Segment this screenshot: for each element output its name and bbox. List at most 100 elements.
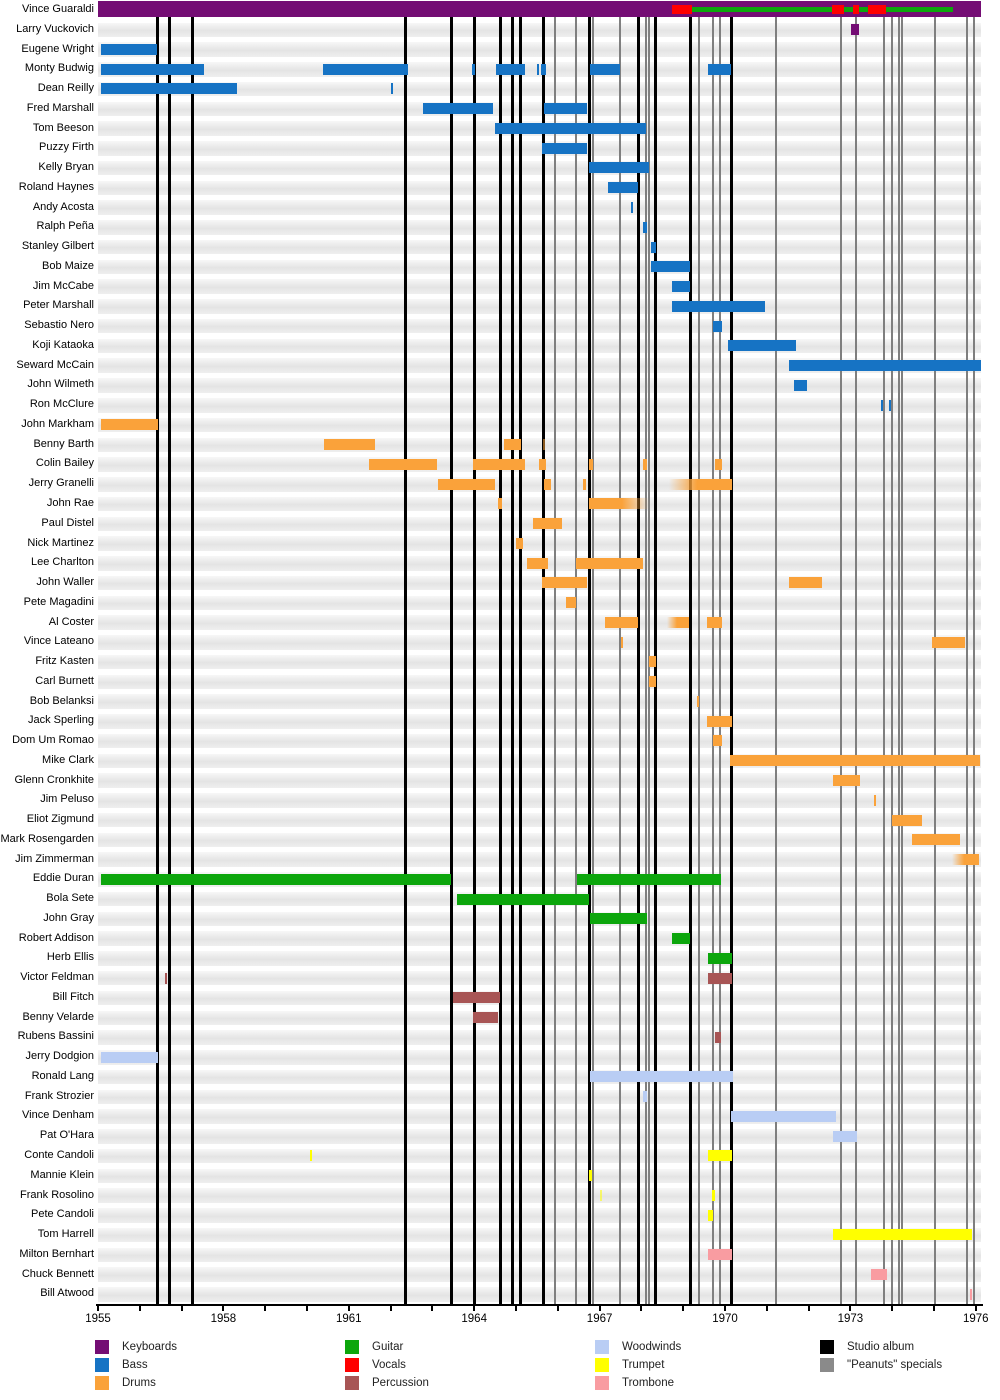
row-label: Monty Budwig	[24, 62, 94, 75]
timeline-bar	[544, 478, 552, 490]
row-label: Frank Strozier	[24, 1089, 94, 1102]
studio-album-line	[167, 17, 171, 1304]
axis-tick	[180, 1306, 183, 1311]
timeline-bar	[833, 774, 861, 786]
specials-legend-swatch	[820, 1358, 834, 1372]
row-label: Jim Peluso	[40, 793, 94, 806]
timeline-bar	[544, 103, 587, 115]
timeline-bar	[952, 854, 980, 865]
row-label: John Rae	[46, 496, 94, 509]
timeline-bar	[599, 1189, 603, 1201]
row-band	[98, 536, 981, 551]
timeline-bar	[708, 972, 733, 984]
timeline-bar	[880, 399, 883, 411]
timeline-bar	[671, 5, 692, 14]
axis-tick	[556, 1306, 559, 1311]
row-band	[98, 654, 981, 670]
timeline-bar	[100, 63, 204, 75]
peanuts-special-line	[934, 17, 937, 1304]
axis-tick	[724, 1306, 726, 1311]
row-band	[98, 793, 981, 808]
row-label: Kelly Bryan	[38, 161, 94, 174]
row-band	[98, 378, 981, 393]
timeline-bar	[867, 5, 887, 14]
timeline-bar	[708, 1209, 714, 1221]
row-band	[98, 200, 981, 215]
row-band	[98, 733, 981, 749]
timeline-bar	[565, 597, 576, 609]
axis-year-label: 1976	[963, 1313, 989, 1325]
timeline-bar	[728, 340, 796, 352]
timeline-bar	[100, 873, 451, 885]
axis-year-label: 1958	[210, 1313, 237, 1325]
row-band	[98, 259, 981, 275]
axis-year-label: 1964	[461, 1313, 487, 1325]
row-label: Bola Sete	[46, 892, 94, 905]
timeline-bar	[642, 1091, 648, 1103]
timeline-bar	[794, 379, 808, 391]
row-band	[98, 299, 981, 314]
timeline-bar	[309, 1150, 312, 1162]
timeline-bar	[789, 577, 823, 589]
axis-tick	[849, 1306, 852, 1311]
row-label: Eliot Zigmund	[26, 813, 94, 826]
row-label: John Markham	[21, 417, 94, 430]
studio-album-line	[542, 17, 546, 1304]
timeline-bar	[589, 1071, 733, 1083]
timeline-bar	[323, 439, 375, 451]
guitar-legend-swatch	[345, 1340, 359, 1354]
timeline-bar	[495, 63, 525, 75]
row-band	[98, 496, 981, 512]
row-band	[98, 398, 981, 413]
axis-tick	[473, 1306, 476, 1311]
axis-tick	[933, 1306, 935, 1311]
row-label: John Waller	[36, 576, 94, 588]
peanuts-special-line	[718, 17, 721, 1304]
row-band	[98, 62, 981, 77]
timeline-bar	[708, 63, 732, 75]
row-label: Vince Denham	[22, 1109, 94, 1122]
timeline-bar	[588, 498, 650, 510]
legend-label: Guitar	[372, 1341, 404, 1353]
timeline-bar	[575, 557, 644, 569]
timeline-bar	[671, 7, 953, 12]
legend-label: Vocals	[372, 1359, 406, 1371]
legend-label: Percussion	[372, 1377, 429, 1389]
row-band	[98, 22, 981, 38]
row-label: Mark Rosengarden	[0, 832, 94, 845]
timeline-bar	[588, 1170, 593, 1182]
row-band	[98, 852, 981, 867]
row-label: Vince Lateano	[23, 635, 94, 648]
legend: Keyboards Bass Drums Guitar Vocals Percussion…	[0, 1332, 1000, 1400]
timeline-bar	[452, 992, 500, 1004]
row-label: Jim Zimmerman	[15, 852, 94, 865]
timeline-bar	[516, 537, 523, 549]
row-label: Jerry Granelli	[28, 477, 94, 490]
timeline-bar	[650, 241, 657, 253]
peanuts-special-line	[711, 17, 714, 1304]
row-band	[98, 1267, 981, 1282]
row-band	[98, 1089, 981, 1105]
timeline-bar	[832, 5, 845, 14]
legend-label: Bass	[122, 1359, 148, 1371]
row-label: Puzzy Firth	[38, 141, 94, 154]
timeline-bar	[582, 478, 586, 490]
timeline-bar	[667, 616, 690, 628]
timeline-bar	[437, 478, 495, 490]
row-band	[98, 220, 981, 235]
row-band	[98, 1148, 981, 1164]
peanuts-special-line	[644, 17, 647, 1304]
axis-tick	[765, 1306, 768, 1311]
row-band	[98, 931, 981, 946]
row-band	[98, 358, 981, 373]
row-label: John Gray	[43, 911, 94, 924]
legend-label: "Peanuts" specials	[847, 1359, 943, 1371]
timeline-bar	[912, 834, 961, 846]
row-band	[98, 970, 981, 986]
axis-tick	[682, 1306, 685, 1311]
row-label: Andy Acosta	[32, 200, 94, 213]
keyboards-legend-swatch	[95, 1340, 109, 1354]
row-label: Seward McCain	[16, 358, 94, 371]
peanuts-special-line	[898, 17, 901, 1304]
